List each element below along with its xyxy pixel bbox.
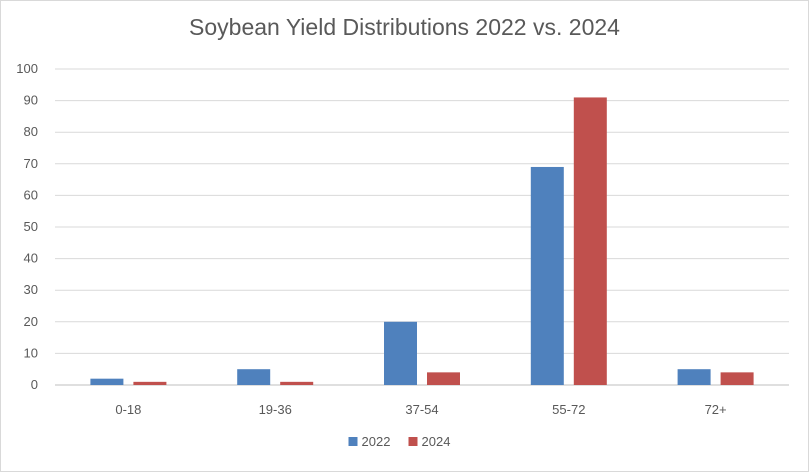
chart-title: Soybean Yield Distributions 2022 vs. 202…	[189, 14, 620, 40]
y-tick-label: 40	[24, 251, 38, 266]
y-tick-label: 10	[24, 345, 38, 360]
y-tick-label: 30	[24, 282, 38, 297]
legend-swatch-2022	[348, 437, 358, 446]
x-tick-label: 55-72	[552, 402, 585, 417]
bar-2024-55-72	[573, 97, 607, 385]
bar-2022-55-72	[530, 166, 564, 385]
x-tick-label: 0-18	[115, 402, 141, 417]
x-axis-ticks: 0-18 19-36 37-54 55-72 72+	[115, 402, 726, 417]
y-tick-label: 70	[24, 156, 38, 171]
bar-2022-0-18	[90, 378, 124, 385]
x-tick-label: 19-36	[259, 402, 292, 417]
bar-2022-37-54	[384, 321, 417, 385]
legend-label-2022: 2022	[362, 434, 391, 449]
y-tick-label: 0	[31, 377, 38, 392]
bar-2022-19-36	[237, 369, 271, 385]
bars	[90, 97, 754, 385]
legend-label-2024: 2024	[422, 434, 451, 449]
y-axis-ticks: 0 10 20 30 40 50 60 70 80 90 100	[16, 61, 38, 392]
bar-2024-37-54	[427, 372, 460, 385]
x-tick-label: 37-54	[405, 402, 438, 417]
bar-2024-0-18	[133, 381, 167, 385]
y-tick-label: 60	[24, 187, 38, 202]
legend: 2022 2024	[348, 434, 451, 449]
y-tick-label: 100	[16, 61, 38, 76]
y-tick-label: 50	[24, 219, 38, 234]
y-tick-label: 20	[24, 314, 38, 329]
bar-2024-19-36	[280, 381, 314, 385]
gridlines	[55, 68, 789, 386]
x-tick-label: 72+	[705, 402, 727, 417]
legend-swatch-2024	[408, 437, 418, 446]
bar-2024-72+	[720, 372, 754, 385]
bar-2022-72+	[677, 369, 711, 385]
y-tick-label: 90	[24, 93, 38, 108]
y-tick-label: 80	[24, 124, 38, 139]
